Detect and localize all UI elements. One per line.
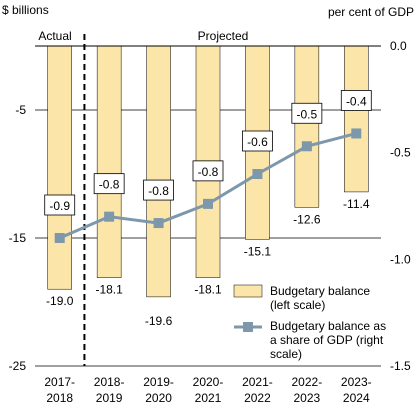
right-axis-title: per cent of GDP xyxy=(328,5,414,19)
bar-value-labels: -19.0 -18.1 -19.6 -18.1 -15.1 -12.6 -11.4 xyxy=(46,197,370,328)
x-tick-label: 2021-2022 xyxy=(242,375,273,405)
x-tick-label: 2023-2024 xyxy=(341,375,372,405)
line-point xyxy=(252,169,263,179)
legend-bar-label: Budgetary balance (left scale) xyxy=(270,284,370,312)
bar-value-label: -18.1 xyxy=(95,283,123,297)
bar-value-label: -18.1 xyxy=(194,283,222,297)
line-point xyxy=(301,141,312,152)
line-label-box xyxy=(192,160,224,182)
line-value-labels: -0.9 -0.8 -0.8 -0.8 -0.6 -0.5 -0.4 xyxy=(44,90,372,216)
bar-value-label: -11.4 xyxy=(343,197,370,211)
line-value-label: -0.9 xyxy=(49,199,70,213)
line-point xyxy=(351,128,362,139)
right-tick-label: -1.0 xyxy=(390,252,411,266)
x-tick-label: 2017-2018 xyxy=(44,375,75,405)
line-value-label: -0.6 xyxy=(247,135,268,149)
line-label-box xyxy=(93,173,125,195)
left-axis-title: $ billions xyxy=(2,3,49,17)
line-label-box xyxy=(44,194,76,216)
line-point xyxy=(54,233,65,243)
bar xyxy=(96,45,122,278)
bar xyxy=(294,45,320,208)
left-tick-label: -15 xyxy=(9,231,27,245)
bar-value-label: -19.0 xyxy=(46,294,74,308)
bar xyxy=(344,45,369,193)
right-tick-label: -1.5 xyxy=(390,359,411,373)
line-label-box xyxy=(340,90,372,111)
bar-value-label: -19.6 xyxy=(145,314,173,328)
x-tick-label: 2020-2021 xyxy=(193,375,224,405)
actual-label: Actual xyxy=(38,29,71,43)
right-tick-label: -0.5 xyxy=(390,146,411,160)
bar xyxy=(47,45,72,290)
line-point xyxy=(203,198,213,209)
line-point xyxy=(153,218,164,229)
x-tick-label: 2018-2019 xyxy=(94,375,125,405)
line-value-label: -0.8 xyxy=(99,178,120,192)
bar-value-label: -15.1 xyxy=(244,244,272,258)
left-tick-label: -5 xyxy=(15,103,26,117)
legend-bar-swatch xyxy=(233,284,263,298)
legend: Budgetary balance (left scale) Budgetary b… xyxy=(233,284,386,361)
x-tick-label: 2022-2023 xyxy=(292,375,323,405)
line-series xyxy=(54,128,362,243)
line-value-label: -0.8 xyxy=(198,165,219,179)
bar xyxy=(146,45,171,298)
legend-line-label: Budgetary balance as a share of GDP (righ… xyxy=(270,319,386,361)
bar-value-label: -12.6 xyxy=(293,212,321,226)
line-label-box xyxy=(143,179,174,201)
left-tick-label: -25 xyxy=(9,359,27,373)
line-value-label: -0.8 xyxy=(148,184,169,198)
axes: -5 -15 -25 0.0 -0.5 -1.0 -1.5 2017-2018 2018-201… xyxy=(9,39,411,405)
right-tick-label: 0.0 xyxy=(390,39,407,53)
line-value-label: -0.5 xyxy=(297,107,318,121)
line-value-label: -0.4 xyxy=(346,94,367,108)
line-label-box xyxy=(291,102,323,124)
legend-line-marker xyxy=(243,322,253,332)
projected-label: Projected xyxy=(198,29,249,43)
x-tick-label: 2019-2020 xyxy=(143,375,174,405)
line-label-box xyxy=(242,130,273,152)
line-point xyxy=(104,211,115,222)
